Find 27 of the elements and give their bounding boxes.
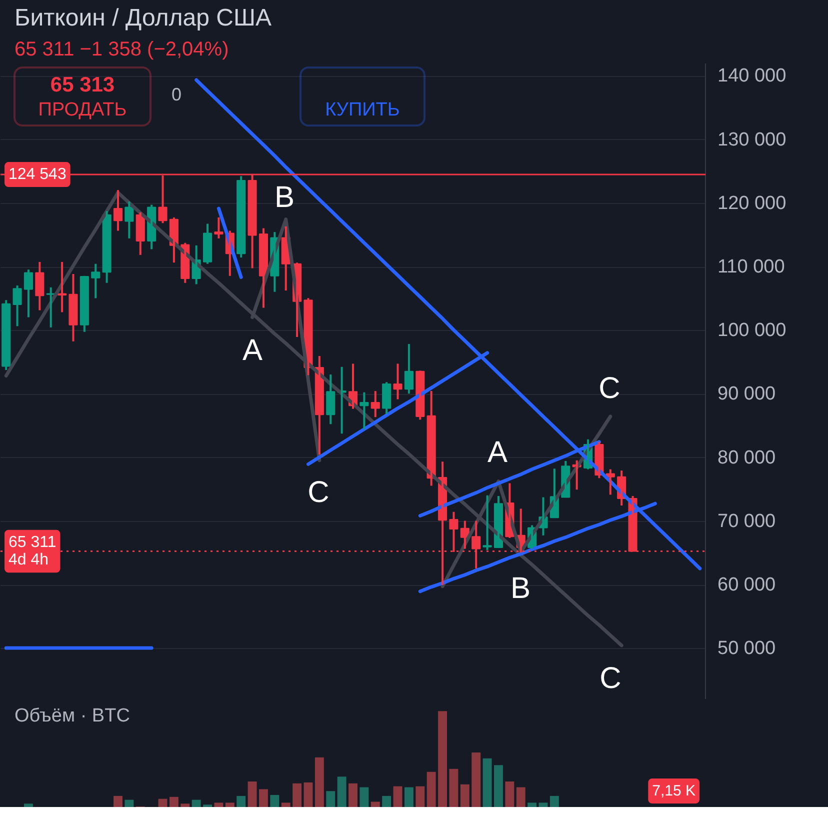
- y-tick-label: 110 000: [718, 256, 785, 278]
- chart-title: Биткоин / Доллар США: [14, 4, 272, 32]
- annotation: 0: [171, 84, 182, 104]
- annotation: A: [487, 436, 508, 469]
- chart-subtitle: 65 311 −1 358 (−2,04%): [14, 38, 229, 60]
- annotation: B: [510, 572, 531, 605]
- y-tick-label: 50 000: [718, 638, 776, 660]
- y-tick-label: 60 000: [718, 574, 776, 596]
- y-tick-label: 120 000: [718, 192, 786, 214]
- annotation: C: [598, 372, 620, 405]
- y-tick-label: 130 000: [718, 129, 786, 150]
- annotation: 65 313: [50, 74, 115, 96]
- annotation: 7,15 K: [652, 782, 696, 800]
- y-tick-label: 140 000: [718, 66, 786, 87]
- y-tick-label: 80 000: [718, 447, 776, 468]
- y-tick-label: 90 000: [718, 384, 776, 405]
- ref-line-label: 65 311 4d 4h: [8, 534, 56, 569]
- y-tick-label: 100 000: [718, 320, 786, 342]
- annotation: ПРОДАТЬ: [38, 100, 127, 120]
- annotation: C: [308, 476, 330, 509]
- y-tick-label: 70 000: [718, 510, 776, 532]
- ref-line-label: 124 543: [8, 166, 66, 184]
- annotation: КУПИТЬ: [325, 100, 400, 120]
- annotation: C: [600, 662, 622, 695]
- annotation: A: [242, 334, 263, 367]
- annotation: B: [274, 181, 295, 214]
- chart-title: Объём · BTC: [14, 706, 130, 726]
